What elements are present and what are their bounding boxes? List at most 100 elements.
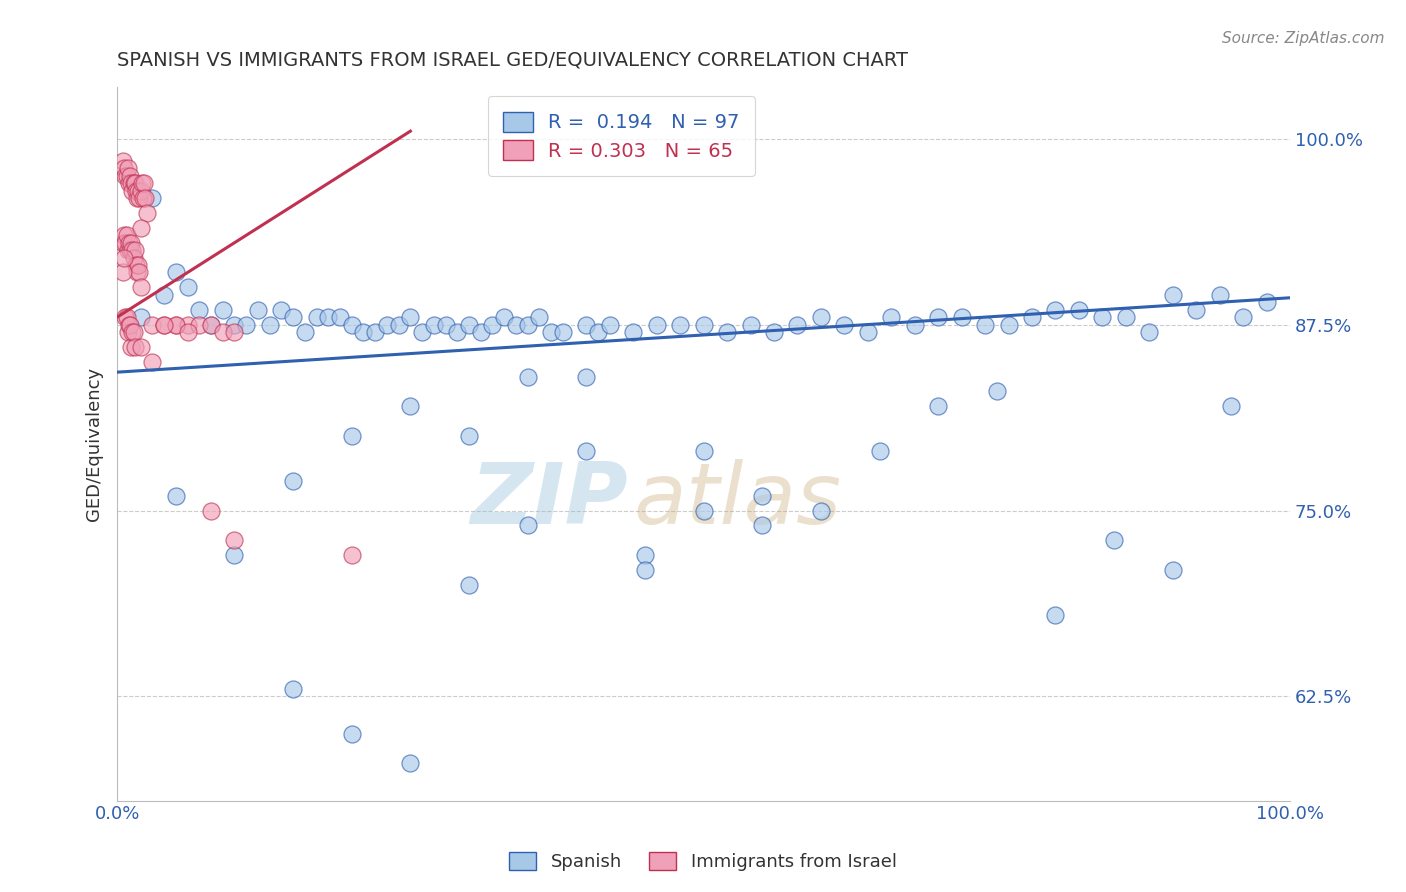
Y-axis label: GED/Equivalency: GED/Equivalency <box>86 367 103 521</box>
Point <box>692 503 714 517</box>
Point <box>786 318 808 332</box>
Point <box>129 340 152 354</box>
Point <box>880 310 903 325</box>
Point <box>120 169 142 183</box>
Point <box>141 318 163 332</box>
Point <box>1115 310 1137 325</box>
Point <box>927 400 949 414</box>
Point <box>340 429 363 443</box>
Point <box>762 325 785 339</box>
Point <box>1137 325 1160 339</box>
Point <box>281 310 304 325</box>
Point <box>340 727 363 741</box>
Point <box>458 578 481 592</box>
Point <box>1045 302 1067 317</box>
Point <box>224 325 246 339</box>
Point <box>112 228 135 243</box>
Point <box>1185 302 1208 317</box>
Point <box>120 340 142 354</box>
Point <box>740 318 762 332</box>
Point <box>834 318 856 332</box>
Point <box>121 325 143 339</box>
Point <box>122 325 145 339</box>
Point <box>125 258 148 272</box>
Point <box>634 548 657 562</box>
Point <box>165 318 187 332</box>
Point <box>575 318 598 332</box>
Point <box>176 325 198 339</box>
Point <box>211 302 233 317</box>
Point <box>127 184 149 198</box>
Point <box>481 318 503 332</box>
Point <box>129 280 152 294</box>
Point <box>165 265 187 279</box>
Point <box>329 310 352 325</box>
Point <box>294 325 316 339</box>
Point <box>669 318 692 332</box>
Point <box>176 280 198 294</box>
Point <box>810 310 832 325</box>
Point <box>692 444 714 458</box>
Point <box>118 176 141 190</box>
Point <box>751 489 773 503</box>
Point <box>1208 287 1230 301</box>
Point <box>586 325 609 339</box>
Point <box>446 325 468 339</box>
Point <box>316 310 339 325</box>
Point <box>153 318 176 332</box>
Point <box>224 548 246 562</box>
Point <box>375 318 398 332</box>
Point <box>692 318 714 332</box>
Point <box>129 310 152 325</box>
Point <box>997 318 1019 332</box>
Point <box>135 206 157 220</box>
Point <box>340 318 363 332</box>
Point <box>165 318 187 332</box>
Point <box>353 325 375 339</box>
Point <box>1021 310 1043 325</box>
Point <box>129 220 152 235</box>
Point <box>621 325 644 339</box>
Text: SPANISH VS IMMIGRANTS FROM ISRAEL GED/EQUIVALENCY CORRELATION CHART: SPANISH VS IMMIGRANTS FROM ISRAEL GED/EQ… <box>117 51 908 70</box>
Point <box>211 325 233 339</box>
Point <box>120 243 142 257</box>
Point <box>200 318 222 332</box>
Point <box>117 161 139 176</box>
Point <box>411 325 433 339</box>
Point <box>458 429 481 443</box>
Point <box>974 318 997 332</box>
Point <box>224 318 246 332</box>
Legend: R =  0.194   N = 97, R = 0.303   N = 65: R = 0.194 N = 97, R = 0.303 N = 65 <box>488 96 755 177</box>
Point <box>112 251 135 265</box>
Text: ZIP: ZIP <box>470 459 627 542</box>
Point <box>904 318 927 332</box>
Point <box>115 310 138 325</box>
Point <box>950 310 973 325</box>
Point <box>1256 295 1278 310</box>
Point <box>141 191 163 205</box>
Point <box>115 169 138 183</box>
Point <box>127 258 149 272</box>
Point <box>141 355 163 369</box>
Point <box>529 310 551 325</box>
Point <box>165 489 187 503</box>
Point <box>134 176 156 190</box>
Point <box>634 563 657 577</box>
Point <box>516 318 538 332</box>
Point <box>112 265 135 279</box>
Point <box>305 310 328 325</box>
Point <box>235 318 257 332</box>
Point <box>1161 563 1184 577</box>
Point <box>645 318 668 332</box>
Point <box>716 325 738 339</box>
Point <box>131 176 153 190</box>
Point <box>575 369 598 384</box>
Point <box>551 325 574 339</box>
Point <box>540 325 562 339</box>
Point <box>1232 310 1254 325</box>
Point <box>1102 533 1125 548</box>
Point <box>224 533 246 548</box>
Point <box>114 169 136 183</box>
Point <box>494 310 516 325</box>
Point <box>270 302 292 317</box>
